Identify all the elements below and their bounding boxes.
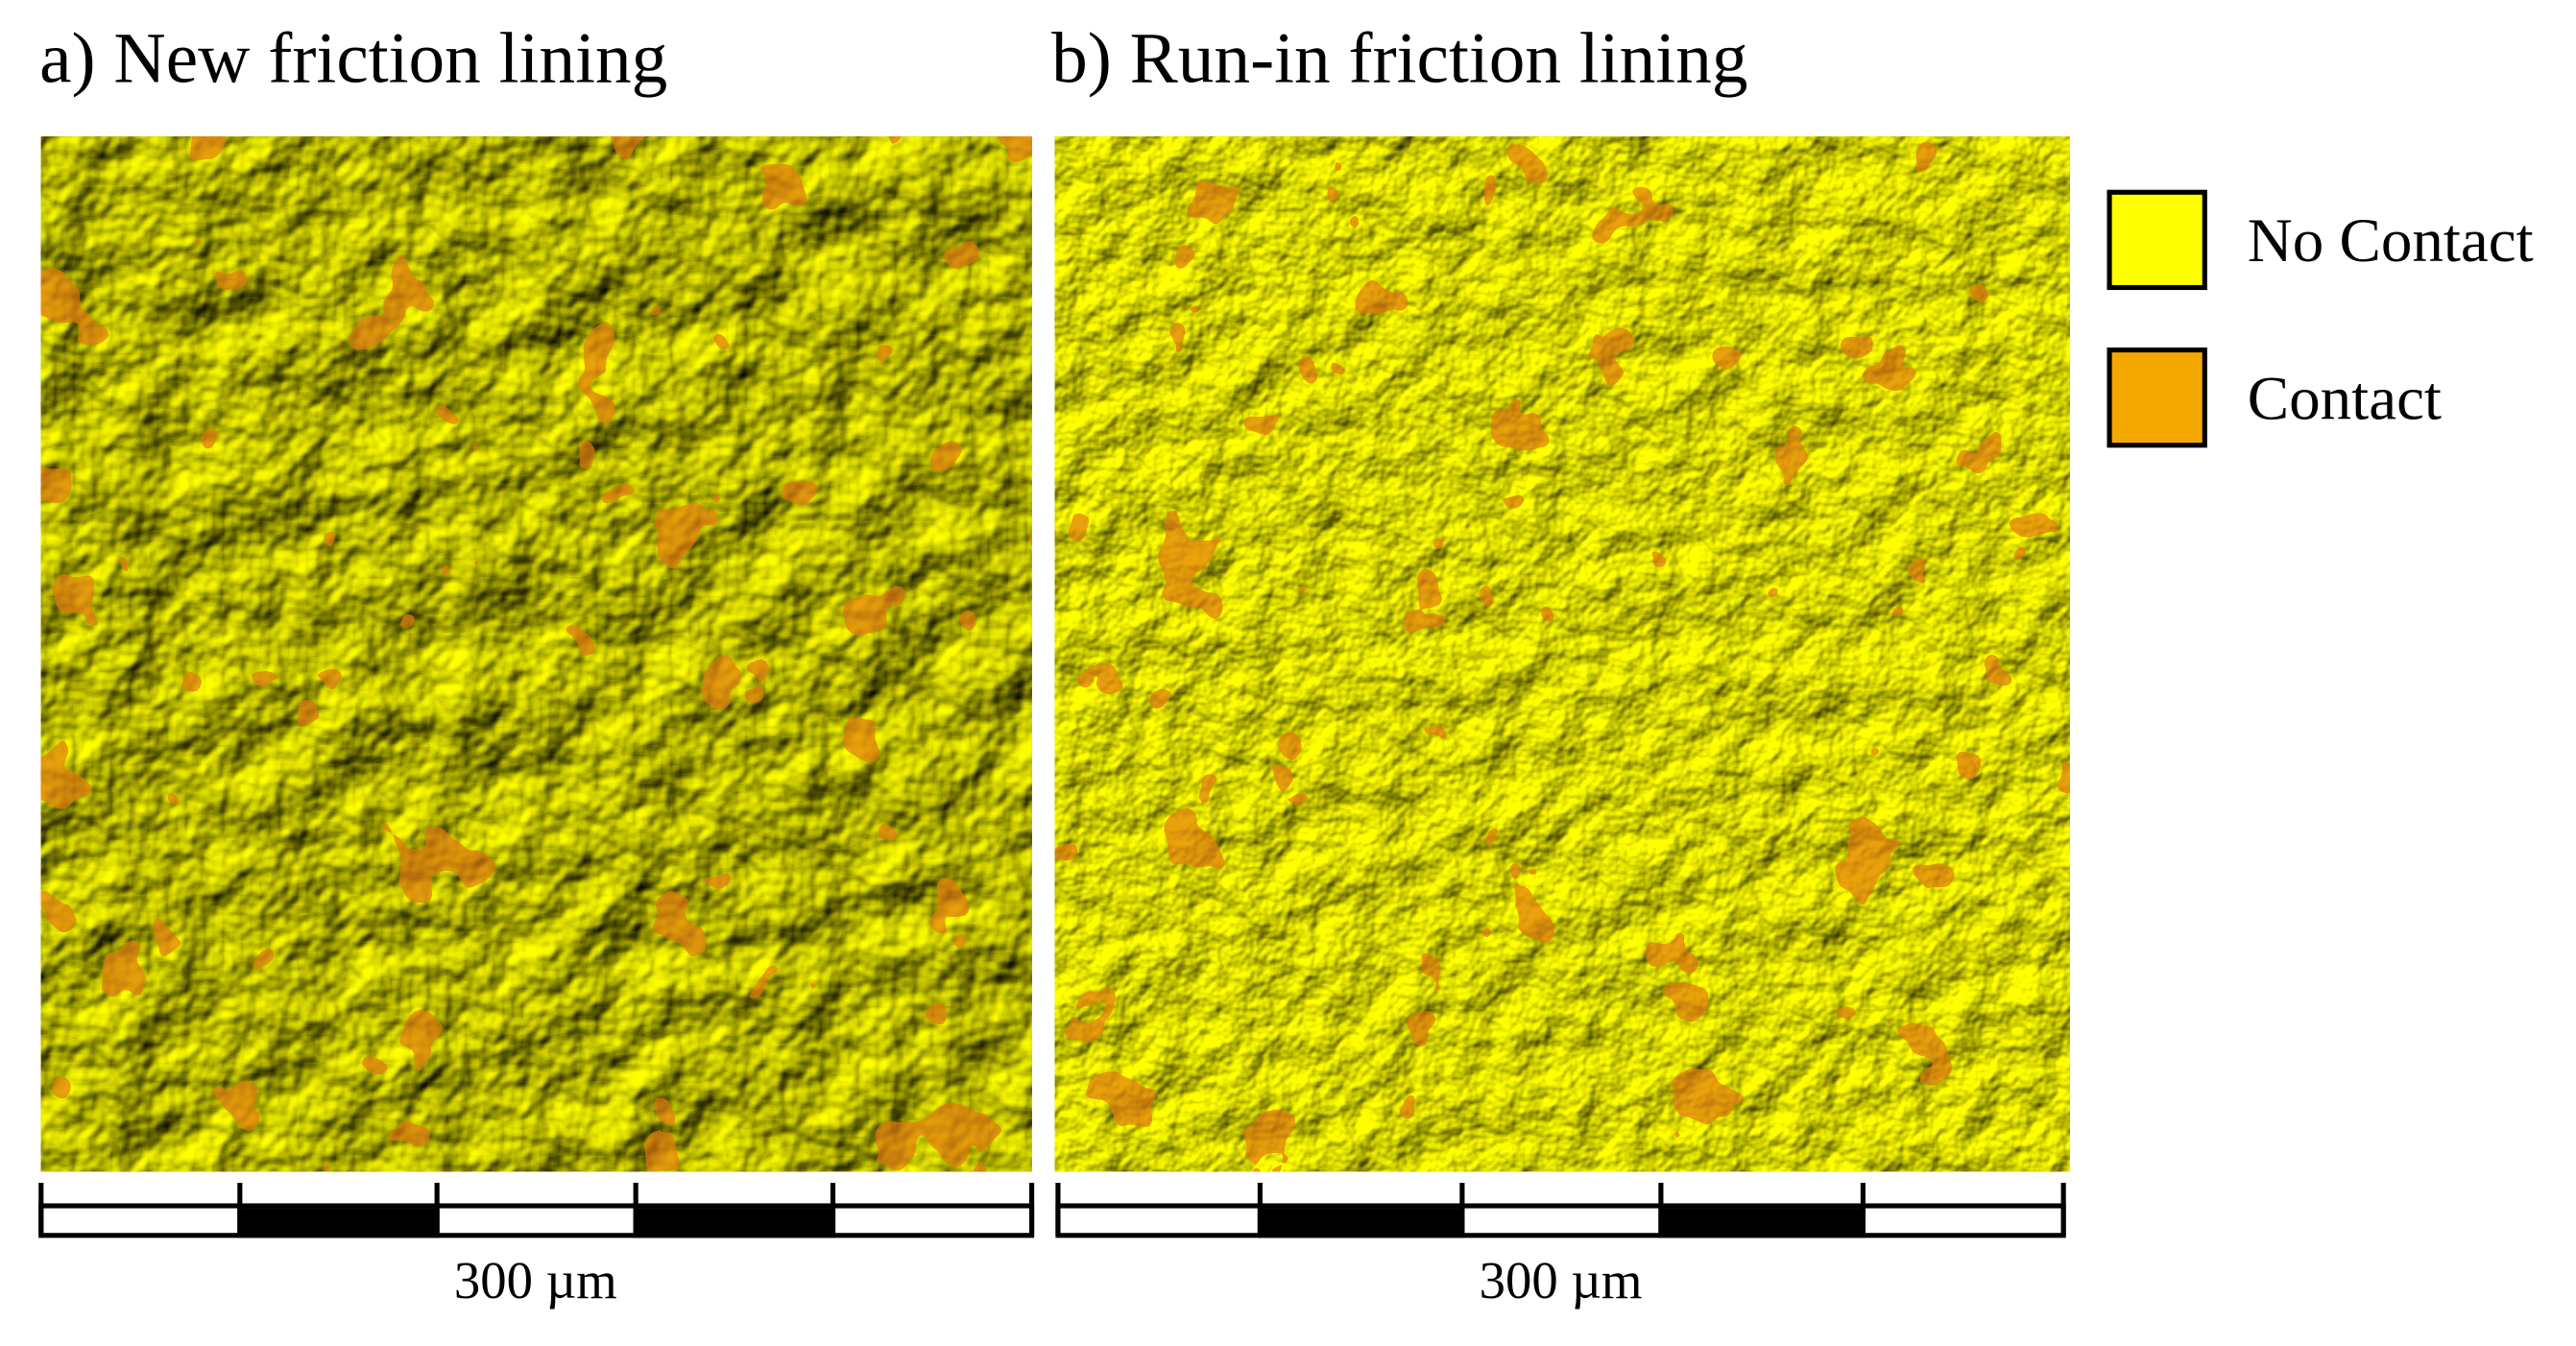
- scale-bar: [38, 1183, 1035, 1238]
- scale-bar: [1055, 1183, 2066, 1238]
- legend-swatch: [2107, 189, 2207, 291]
- panel-title: a) New friction lining: [39, 19, 667, 99]
- panel-title: b) Run-in friction lining: [1051, 19, 1747, 99]
- surface-map: [40, 136, 1032, 1172]
- legend-label: Contact: [2248, 364, 2442, 433]
- scale-label: 300 µm: [1480, 1251, 1643, 1310]
- scale-label: 300 µm: [454, 1251, 617, 1310]
- surface-map: [1054, 136, 2070, 1172]
- legend-label: No Contact: [2248, 206, 2534, 276]
- legend-swatch: [2107, 347, 2207, 448]
